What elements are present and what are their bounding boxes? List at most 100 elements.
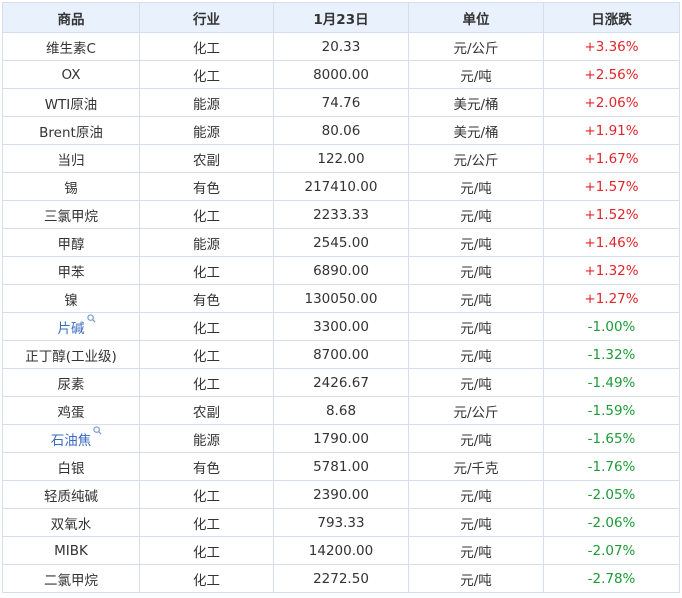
- change-cell: -1.65%: [543, 424, 680, 453]
- price-cell: 8.68: [273, 396, 409, 425]
- industry-cell: 能源: [139, 228, 274, 257]
- unit-cell: 美元/桶: [408, 88, 544, 117]
- industry-cell: 能源: [139, 88, 274, 117]
- name-cell: OX: [2, 60, 140, 89]
- change-cell: -2.07%: [543, 536, 680, 565]
- table-row: 片碱 化工 3300.00 元/吨 -1.00%: [2, 312, 680, 341]
- change-cell: +1.46%: [543, 228, 680, 257]
- table-row: 镍有色 130050.00 元/吨 +1.27%: [2, 284, 680, 313]
- industry-cell: 化工: [139, 480, 274, 509]
- change-cell: +1.52%: [543, 200, 680, 229]
- price-cell: 130050.00: [273, 284, 409, 313]
- header-cell: 1月23日: [273, 2, 409, 33]
- price-cell: 793.33: [273, 508, 409, 537]
- name-cell: 尿素: [2, 368, 140, 397]
- industry-cell: 化工: [139, 256, 274, 285]
- table-row: 石油焦 能源 1790.00 元/吨 -1.65%: [2, 424, 680, 453]
- name-cell: 当归: [2, 144, 140, 173]
- change-cell: -2.06%: [543, 508, 680, 537]
- header-cell: 行业: [139, 2, 274, 33]
- price-cell: 2272.50: [273, 564, 409, 593]
- unit-cell: 元/吨: [408, 60, 544, 89]
- table-row: 维生素C 化工 20.33 元/公斤 +3.36%: [2, 32, 680, 61]
- industry-cell: 化工: [139, 312, 274, 341]
- price-cell: 1790.00: [273, 424, 409, 453]
- change-cell: +1.91%: [543, 116, 680, 145]
- name-cell: MIBK: [2, 536, 140, 565]
- change-cell: -1.32%: [543, 340, 680, 369]
- unit-cell: 元/吨: [408, 228, 544, 257]
- name-cell: 甲苯: [2, 256, 140, 285]
- unit-cell: 元/吨: [408, 536, 544, 565]
- header-cell: 日涨跌: [543, 2, 680, 33]
- table-row: MIBK 化工 14200.00 元/吨 -2.07%: [2, 536, 680, 565]
- price-cell: 8700.00: [273, 340, 409, 369]
- industry-cell: 能源: [139, 116, 274, 145]
- price-cell: 2426.67: [273, 368, 409, 397]
- table-row: Brent原油 能源 80.06 美元/桶 +1.91%: [2, 116, 680, 145]
- industry-cell: 农副: [139, 144, 274, 173]
- industry-cell: 化工: [139, 340, 274, 369]
- table-body: 维生素C 化工 20.33 元/公斤 +3.36% OX 化工 8000.00 元/吨 +2.56…: [2, 32, 680, 593]
- change-cell: +1.32%: [543, 256, 680, 285]
- name-cell: 双氧水: [2, 508, 140, 537]
- unit-cell: 元/公斤: [408, 144, 544, 173]
- name-cell: 鸡蛋: [2, 396, 140, 425]
- price-cell: 3300.00: [273, 312, 409, 341]
- price-cell: 2390.00: [273, 480, 409, 509]
- industry-cell: 能源: [139, 424, 274, 453]
- change-cell: +2.06%: [543, 88, 680, 117]
- unit-cell: 元/吨: [408, 480, 544, 509]
- name-cell: 白银: [2, 452, 140, 481]
- name-cell: Brent原油: [2, 116, 140, 145]
- name-cell: 片碱: [2, 312, 140, 341]
- price-cell: 8000.00: [273, 60, 409, 89]
- table-row: 尿素 化工 2426.67 元/吨 -1.49%: [2, 368, 680, 397]
- industry-cell: 农副: [139, 396, 274, 425]
- industry-cell: 化工: [139, 564, 274, 593]
- price-cell: 80.06: [273, 116, 409, 145]
- change-cell: -2.05%: [543, 480, 680, 509]
- change-cell: +1.27%: [543, 284, 680, 313]
- table-row: 双氧水 化工 793.33 元/吨 -2.06%: [2, 508, 680, 537]
- table-row: 轻质纯碱 化工 2390.00 元/吨 -2.05%: [2, 480, 680, 509]
- name-cell: 甲醇: [2, 228, 140, 257]
- price-cell: 122.00: [273, 144, 409, 173]
- unit-cell: 元/公斤: [408, 396, 544, 425]
- name-cell: 石油焦: [2, 424, 140, 453]
- commodity-link[interactable]: 片碱: [58, 313, 96, 337]
- industry-cell: 有色: [139, 284, 274, 313]
- name-cell: 维生素C: [2, 32, 140, 61]
- unit-cell: 元/吨: [408, 340, 544, 369]
- name-cell: 锡: [2, 172, 140, 201]
- name-cell: 二氯甲烷: [2, 564, 140, 593]
- table-row: 二氯甲烷 化工 2272.50 元/吨 -2.78%: [2, 564, 680, 593]
- table-row: 三氯甲烷 化工 2233.33 元/吨 +1.52%: [2, 200, 680, 229]
- industry-cell: 有色: [139, 452, 274, 481]
- unit-cell: 元/公斤: [408, 32, 544, 61]
- name-cell: 轻质纯碱: [2, 480, 140, 509]
- unit-cell: 元/吨: [408, 368, 544, 397]
- table-row: 白银 有色 5781.00 元/千克 -1.76%: [2, 452, 680, 481]
- header-cell: 单位: [408, 2, 544, 33]
- change-cell: +3.36%: [543, 32, 680, 61]
- table-row: OX 化工 8000.00 元/吨 +2.56%: [2, 60, 680, 89]
- industry-cell: 化工: [139, 368, 274, 397]
- industry-cell: 化工: [139, 508, 274, 537]
- table-row: 甲醇 能源 2545.00 元/吨 +1.46%: [2, 228, 680, 257]
- change-cell: -1.59%: [543, 396, 680, 425]
- industry-cell: 化工: [139, 32, 274, 61]
- commodity-link[interactable]: 石油焦: [51, 425, 102, 449]
- price-cell: 14200.00: [273, 536, 409, 565]
- table-row: 甲苯 化工 6890.00 元/吨 +1.32%: [2, 256, 680, 285]
- change-cell: -2.78%: [543, 564, 680, 593]
- name-cell: 正丁醇(工业级): [2, 340, 140, 369]
- price-cell: 74.76: [273, 88, 409, 117]
- unit-cell: 元/吨: [408, 424, 544, 453]
- table-row: 鸡蛋 农副 8.68 元/公斤 -1.59%: [2, 396, 680, 425]
- price-cell: 20.33: [273, 32, 409, 61]
- name-cell: 三氯甲烷: [2, 200, 140, 229]
- industry-cell: 化工: [139, 200, 274, 229]
